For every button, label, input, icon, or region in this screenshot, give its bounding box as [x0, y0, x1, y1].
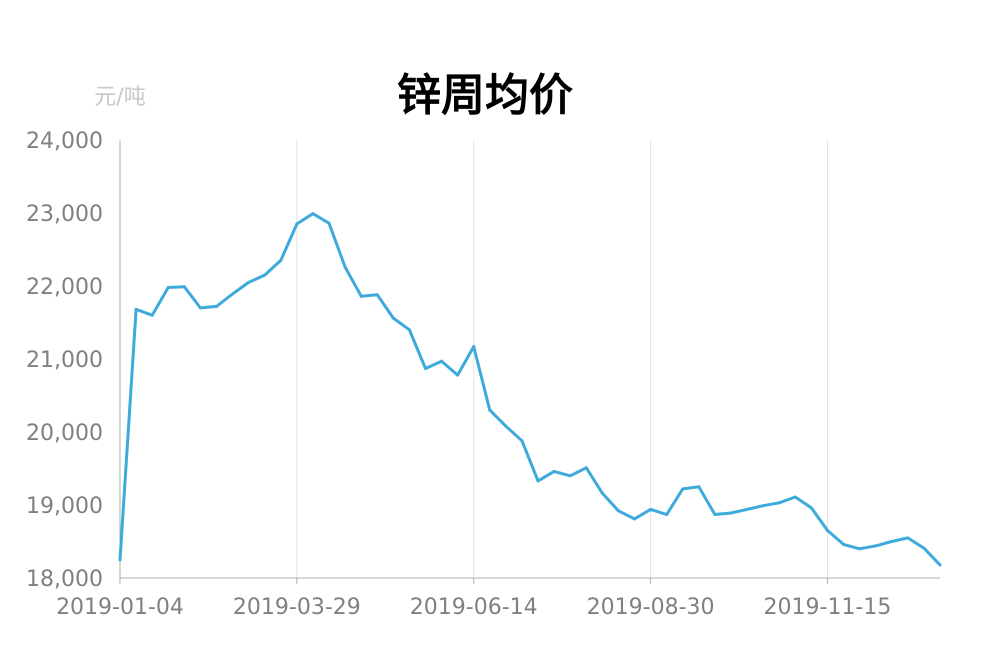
data-point [359, 294, 363, 298]
data-point [472, 345, 476, 349]
y-axis-unit-label: 元/吨 [94, 85, 145, 110]
data-point [488, 408, 492, 412]
y-tick-label: 21,000 [26, 348, 103, 373]
data-point [874, 544, 878, 548]
chart-title: 锌周均价 [397, 70, 573, 121]
data-point [761, 504, 765, 508]
y-tick-label: 22,000 [26, 275, 103, 300]
x-tick-label: 2019-08-30 [587, 595, 715, 620]
data-point [697, 485, 701, 489]
data-point [681, 487, 685, 491]
data-point [295, 222, 299, 226]
data-point [327, 221, 331, 225]
data-point [375, 293, 379, 297]
data-point [793, 495, 797, 499]
data-point [263, 273, 267, 277]
price-line [118, 212, 942, 567]
data-point [536, 479, 540, 483]
x-axis-ticks: 2019-01-04 2019-03-29 2019-06-14 2019-08-30… [56, 578, 891, 620]
x-tick-label: 2019-03-29 [233, 595, 361, 620]
data-point [279, 258, 283, 262]
x-tick-label: 2019-01-04 [56, 595, 184, 620]
data-point [825, 529, 829, 533]
data-point [423, 366, 427, 370]
data-point [745, 507, 749, 511]
data-point [391, 316, 395, 320]
data-point [440, 359, 444, 363]
data-point [343, 265, 347, 269]
data-point [407, 328, 411, 332]
data-point [568, 474, 572, 478]
data-point [584, 466, 588, 470]
y-tick-label: 18,000 [26, 567, 103, 592]
y-axis-ticks: 18,000 19,000 20,000 21,000 22,000 23,000 24,0… [26, 129, 103, 592]
data-point [166, 285, 170, 289]
data-point [134, 307, 138, 311]
data-point [118, 558, 122, 562]
data-point [520, 439, 524, 443]
data-point [311, 212, 315, 216]
data-point [231, 292, 235, 296]
data-point [633, 517, 637, 521]
data-point [906, 536, 910, 540]
price-series [118, 212, 942, 567]
data-point [858, 547, 862, 551]
data-point [665, 512, 669, 516]
data-point [600, 491, 604, 495]
data-point [504, 424, 508, 428]
vertical-gridlines [296, 140, 828, 578]
data-point [842, 542, 846, 546]
data-point [938, 563, 942, 567]
y-tick-label: 23,000 [26, 202, 103, 227]
y-tick-label: 20,000 [26, 421, 103, 446]
data-point [198, 306, 202, 310]
data-point [247, 280, 251, 284]
y-tick-label: 24,000 [26, 129, 103, 154]
data-point [777, 501, 781, 505]
x-tick-label: 2019-11-15 [764, 595, 892, 620]
y-tick-label: 19,000 [26, 494, 103, 519]
x-tick-label: 2019-06-14 [410, 595, 538, 620]
data-point [922, 546, 926, 550]
data-point [649, 507, 653, 511]
data-point [729, 511, 733, 515]
data-point [809, 506, 813, 510]
data-point [182, 285, 186, 289]
data-point [713, 512, 717, 516]
data-point [214, 304, 218, 308]
data-point [150, 313, 154, 317]
data-point [552, 469, 556, 473]
data-point [616, 509, 620, 513]
data-point [456, 373, 460, 377]
data-point [890, 540, 894, 543]
